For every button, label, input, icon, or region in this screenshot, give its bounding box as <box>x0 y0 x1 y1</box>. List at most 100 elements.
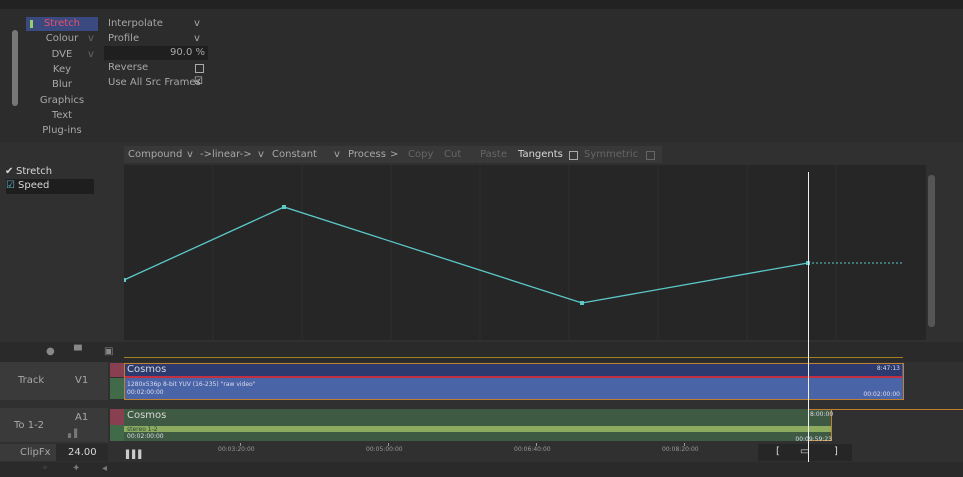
dropdown[interactable]: v <box>258 149 264 160</box>
clip-marker <box>110 409 124 425</box>
clip-end: 00:02:00:00 <box>863 391 900 398</box>
label: Profile <box>108 33 140 44</box>
track-header <box>0 408 108 442</box>
mark-in[interactable]: [ <box>776 446 780 457</box>
button[interactable]: Compound <box>128 149 183 160</box>
dropdown[interactable]: v <box>187 149 193 160</box>
label: Reverse <box>108 62 149 73</box>
clip-time: 8:00:00 <box>810 411 834 418</box>
grid <box>212 165 837 340</box>
clip-end: 00:09:59:23 <box>795 436 832 443</box>
button[interactable]: Cut <box>444 149 462 160</box>
checkbox-checked[interactable]: ☑ <box>194 76 203 87</box>
tree-item[interactable]: Speed <box>18 180 50 191</box>
curve <box>124 206 809 304</box>
selected-item <box>26 17 98 31</box>
selection-line <box>832 409 963 410</box>
ruler-label: 00:06:40:00 <box>514 446 551 453</box>
clip-format: 1280x536p 8-bit YUV (16-235) "raw video" <box>127 381 256 388</box>
timeline-header <box>0 342 963 362</box>
dropdown[interactable]: v <box>194 18 200 29</box>
clip-channels: stereo 1-2 <box>127 426 158 433</box>
tree-group: Stretch <box>16 166 53 177</box>
audio-clip[interactable] <box>124 409 832 441</box>
tree-selected <box>6 179 94 194</box>
clip-marker <box>110 378 124 399</box>
arrow[interactable]: > <box>390 149 399 160</box>
toolbar <box>124 146 662 163</box>
top-bar <box>0 0 963 9</box>
keyframe[interactable] <box>282 205 286 209</box>
graph-bg <box>124 165 926 340</box>
keyframe[interactable] <box>124 278 126 282</box>
waveform <box>124 426 832 432</box>
keyframe[interactable] <box>580 301 584 305</box>
mark-out[interactable]: ] <box>834 446 838 457</box>
meter-icon: ▖▌ <box>68 429 81 438</box>
dropdown[interactable]: v <box>88 48 94 60</box>
icon[interactable]: ◦ <box>42 463 48 474</box>
ruler-label: 00:05:00:00 <box>366 446 403 453</box>
clip-marker <box>110 425 124 441</box>
label: Use All Src Frames <box>108 77 201 88</box>
track-label: To 1-2 <box>14 420 45 431</box>
playhead[interactable] <box>808 172 809 462</box>
menu-item[interactable]: Text <box>51 109 73 121</box>
dropdown[interactable]: v <box>334 149 340 160</box>
checkbox[interactable] <box>569 151 578 160</box>
clip-start: 00:02:00:00 <box>127 389 164 396</box>
dropdown[interactable]: v <box>88 33 94 45</box>
menu-item[interactable]: Key <box>52 63 72 75</box>
ruler-icon: ▌▌▌ <box>126 450 145 459</box>
menu-item[interactable]: Blur <box>51 79 73 91</box>
clipfx-field[interactable] <box>56 444 108 461</box>
curve-editor <box>124 165 935 340</box>
icon[interactable]: ◂ <box>102 463 108 474</box>
clip-start: 00:02:00:00 <box>127 433 164 440</box>
menu-item[interactable]: DVE <box>51 48 73 60</box>
track-name: A1 <box>75 412 89 423</box>
button[interactable]: ->linear-> <box>200 149 252 160</box>
track-header <box>0 362 108 400</box>
track-label: Track <box>18 375 45 386</box>
clipfx-label: ClipFx <box>20 447 51 458</box>
icon[interactable]: ▀ <box>74 346 82 357</box>
button[interactable]: Copy <box>408 149 434 160</box>
scrollbar <box>12 30 18 106</box>
mark-buttons <box>758 444 852 461</box>
checkbox-checked[interactable]: ☑ <box>6 180 15 191</box>
track-name: V1 <box>75 375 89 386</box>
clip-marker <box>110 363 124 377</box>
checkbox[interactable] <box>646 151 655 160</box>
in-out-line <box>124 357 903 358</box>
clip-name: Cosmos <box>127 364 167 375</box>
ruler-tick <box>536 443 537 446</box>
button[interactable]: Tangents <box>518 149 563 160</box>
icon[interactable]: ● <box>46 346 55 357</box>
label: Interpolate <box>108 18 163 29</box>
clip-time: 8:47:13 <box>876 365 900 372</box>
menu-item[interactable]: Colour <box>45 33 79 45</box>
ruler-tick <box>388 443 389 446</box>
icon[interactable]: ✦ <box>72 463 81 474</box>
ruler-tick <box>240 443 241 446</box>
checkbox[interactable] <box>195 64 204 73</box>
button[interactable]: Symmetric <box>584 149 639 160</box>
icon[interactable]: ▣ <box>104 346 114 357</box>
clipfx-value: 24.00 <box>68 447 97 458</box>
ruler-tick <box>684 443 685 446</box>
menu-item[interactable]: Plug-ins <box>42 125 82 137</box>
mark-clip[interactable]: ▭ <box>800 446 810 457</box>
button[interactable]: Constant <box>272 149 317 160</box>
value-field[interactable] <box>104 46 208 60</box>
button[interactable]: Process <box>348 149 386 160</box>
ruler-label: 00:03:20:00 <box>218 446 255 453</box>
button[interactable]: Paste <box>480 149 507 160</box>
indicator <box>30 20 33 28</box>
dropdown[interactable]: v <box>194 33 200 44</box>
scrollbar[interactable] <box>928 175 935 327</box>
tree-toggle[interactable]: ✔ <box>5 166 14 177</box>
menu-item[interactable]: Graphics <box>39 94 85 106</box>
menu-item[interactable]: Stretch <box>43 18 81 29</box>
